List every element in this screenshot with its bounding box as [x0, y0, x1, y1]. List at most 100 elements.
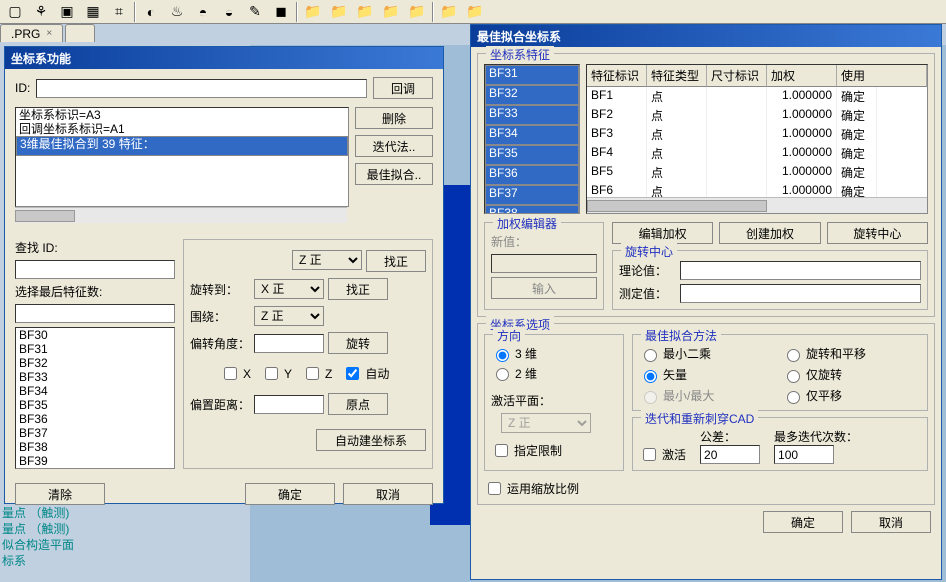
table-row[interactable]: BF2点1.000000确定 [587, 106, 927, 125]
list-item[interactable]: 3维最佳拟合到 39 特征： [16, 136, 348, 156]
auto-checkbox[interactable]: 自动 [342, 364, 389, 383]
cancel-button[interactable]: 取消 [851, 511, 931, 533]
scale-checkbox[interactable]: 运用缩放比例 [484, 479, 579, 498]
radio-rot-only[interactable]: 仅旋转 [782, 366, 921, 383]
list-item[interactable]: BF31 [16, 342, 174, 356]
list-item[interactable]: BF35 [16, 398, 174, 412]
toolbar-icon[interactable]: 📁 [438, 2, 460, 22]
z-select-2[interactable]: Z 正 [254, 306, 324, 326]
recall-button[interactable]: 回调 [373, 77, 433, 99]
list-item[interactable]: BF37 [485, 185, 579, 205]
radio-2d[interactable]: 2 维 [491, 365, 537, 382]
h-scrollbar[interactable] [587, 197, 927, 213]
list-item[interactable]: BF38 [16, 440, 174, 454]
meas-input[interactable] [680, 284, 921, 303]
table-row[interactable]: BF5点1.000000确定 [587, 163, 927, 182]
radio-vec[interactable]: 矢量 [639, 366, 778, 383]
radio-minmax[interactable]: 最小/最大 [639, 387, 778, 404]
input-button[interactable]: 输入 [491, 277, 597, 299]
find-id-input[interactable] [15, 260, 175, 279]
auto-cs-button[interactable]: 自动建坐标系 [316, 429, 426, 451]
limit-checkbox[interactable]: 指定限制 [491, 441, 562, 460]
cancel-button[interactable]: 取消 [343, 483, 433, 505]
toolbar-icon[interactable]: 📁 [406, 2, 428, 22]
delete-button[interactable]: 删除 [355, 107, 433, 129]
table-row[interactable]: BF4点1.000000确定 [587, 144, 927, 163]
list-item[interactable]: BF31 [485, 65, 579, 85]
list-item[interactable]: BF34 [16, 384, 174, 398]
toolbar-icon[interactable]: ▣ [56, 2, 78, 22]
toolbar-icon[interactable]: ⌗ [108, 2, 130, 22]
table-row[interactable]: BF1点1.000000确定 [587, 87, 927, 106]
table-row[interactable]: BF3点1.000000确定 [587, 125, 927, 144]
toolbar-icon[interactable]: ♨ [166, 2, 188, 22]
toolbar-icon[interactable]: ✎ [244, 2, 266, 22]
clear-button[interactable]: 清除 [15, 483, 105, 505]
list-item[interactable]: BF36 [16, 412, 174, 426]
tab-close-icon[interactable]: × [46, 28, 52, 39]
radio-lsq[interactable]: 最小二乘 [639, 345, 778, 362]
radio-trans-only[interactable]: 仅平移 [782, 387, 921, 404]
z-select[interactable]: Z 正 [292, 250, 362, 270]
id-input[interactable] [36, 79, 367, 98]
h-scrollbar[interactable] [15, 207, 347, 223]
list-item[interactable]: BF34 [485, 125, 579, 145]
rotate-button[interactable]: 旋转 [328, 332, 388, 354]
list-item[interactable]: BF35 [485, 145, 579, 165]
list-item[interactable]: BF33 [16, 370, 174, 384]
toolbar-icon[interactable]: 📁 [328, 2, 350, 22]
toolbar-icon[interactable]: 📁 [354, 2, 376, 22]
toolbar-icon[interactable]: ◼ [270, 2, 292, 22]
x-checkbox[interactable]: X [220, 364, 251, 383]
edit-weight-button[interactable]: 编辑加权 [612, 222, 713, 244]
plane-select[interactable]: Z 正 [501, 413, 591, 433]
features-table[interactable]: 特征标识 特征类型 尺寸标识 加权 使用 BF1点1.000000确定BF2点1… [586, 64, 928, 214]
list-item[interactable]: BF32 [16, 356, 174, 370]
activate-checkbox[interactable]: 激活 [639, 445, 686, 464]
list-item[interactable]: BF37 [16, 426, 174, 440]
select-last-input[interactable] [15, 304, 175, 323]
list-item[interactable]: BF39 [16, 454, 174, 468]
list-item[interactable]: BF36 [485, 165, 579, 185]
radio-rt[interactable]: 旋转和平移 [782, 345, 921, 362]
ok-button[interactable]: 确定 [763, 511, 843, 533]
max-iter-input[interactable] [774, 445, 834, 464]
list-item[interactable]: 坐标系标识=A3 [16, 108, 348, 122]
toolbar-icon[interactable]: ◓ [192, 2, 214, 22]
toolbar-icon[interactable]: ◐ [140, 2, 162, 22]
ok-button[interactable]: 确定 [245, 483, 335, 505]
z-checkbox[interactable]: Z [302, 364, 332, 383]
bf-listbox[interactable]: BF30 BF31 BF32 BF33 BF34 BF35 BF36 BF37 … [15, 327, 175, 469]
bf-listbox-2[interactable]: BF31 BF32 BF33 BF34 BF35 BF36 BF37 BF38 … [484, 64, 580, 214]
list-item[interactable]: BF33 [485, 105, 579, 125]
radio-3d[interactable]: 3 维 [491, 345, 537, 362]
theo-input[interactable] [680, 261, 921, 280]
toolbar-icon[interactable]: 📁 [302, 2, 324, 22]
toolbar-icon[interactable]: ◒ [218, 2, 240, 22]
y-checkbox[interactable]: Y [261, 364, 292, 383]
iterate-button[interactable]: 迭代法.. [355, 135, 433, 157]
toolbar-icon[interactable]: ▢ [4, 2, 26, 22]
origin-button[interactable]: 原点 [328, 393, 388, 415]
toolbar-icon[interactable]: 📁 [380, 2, 402, 22]
create-weight-button[interactable]: 创建加权 [719, 222, 820, 244]
x-select[interactable]: X 正 [254, 279, 324, 299]
tab-prg[interactable]: .PRG × [0, 24, 63, 42]
bestfit-button[interactable]: 最佳拟合.. [355, 163, 433, 185]
new-val-input[interactable] [491, 254, 597, 273]
list-item[interactable]: BF30 [16, 328, 174, 342]
list-item[interactable]: 回调坐标系标识=A1 [16, 122, 348, 136]
tab-empty[interactable] [65, 24, 95, 42]
toolbar-icon[interactable]: ⚘ [30, 2, 52, 22]
find-z-button[interactable]: 找正 [366, 250, 426, 272]
offset-input[interactable] [254, 395, 324, 414]
toolbar-icon[interactable]: 📁 [464, 2, 486, 22]
lines-listbox[interactable]: 坐标系标识=A3 回调坐标系标识=A1 3维最佳拟合到 39 特征： [15, 107, 349, 207]
rot-angle-input[interactable] [254, 334, 324, 353]
toolbar-icon[interactable]: ▦ [82, 2, 104, 22]
rot-center-button[interactable]: 旋转中心 [827, 222, 928, 244]
find-x-button[interactable]: 找正 [328, 278, 388, 300]
list-item[interactable]: BF32 [485, 85, 579, 105]
list-item[interactable]: BF38 [485, 205, 579, 214]
tol-input[interactable] [700, 445, 760, 464]
